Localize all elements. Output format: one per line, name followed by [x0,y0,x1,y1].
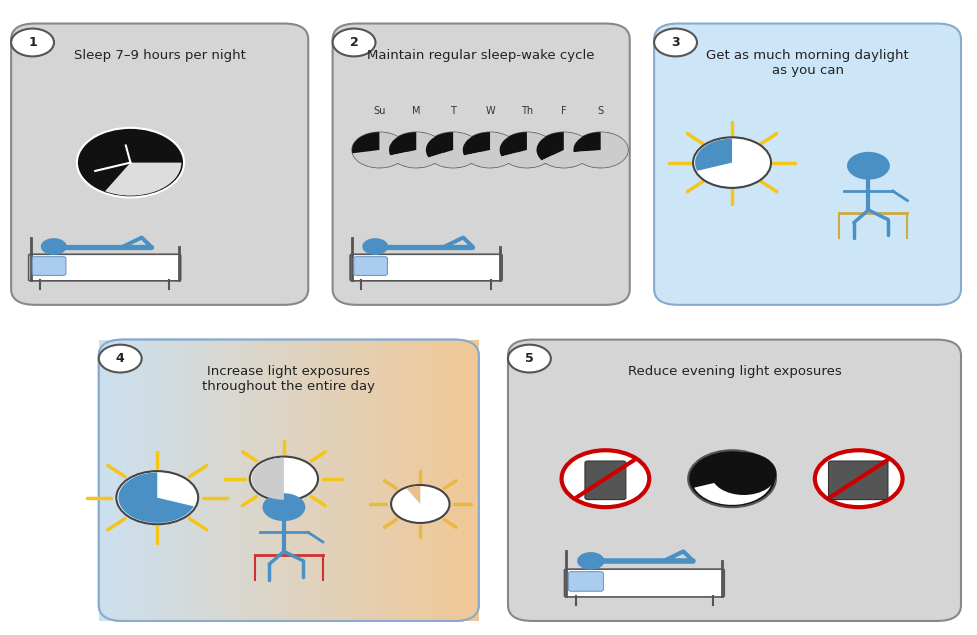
Circle shape [463,132,517,168]
Wedge shape [694,479,773,505]
FancyBboxPatch shape [350,254,502,281]
Text: F: F [561,107,567,116]
Circle shape [499,132,554,168]
Text: 1: 1 [28,36,37,49]
FancyBboxPatch shape [332,23,630,305]
Wedge shape [426,132,453,157]
Wedge shape [463,132,490,156]
Text: W: W [486,107,494,116]
Text: Su: Su [373,107,386,116]
FancyBboxPatch shape [655,23,961,305]
Circle shape [711,452,777,495]
Circle shape [389,132,444,168]
FancyBboxPatch shape [354,257,388,276]
Wedge shape [695,138,732,171]
Text: Increase light exposures
throughout the entire day: Increase light exposures throughout the … [202,365,375,393]
Circle shape [815,450,903,507]
Circle shape [263,493,306,521]
Circle shape [693,137,771,188]
FancyBboxPatch shape [585,461,626,500]
Circle shape [391,485,449,523]
Circle shape [508,345,551,373]
Text: Th: Th [521,107,533,116]
Wedge shape [389,132,416,156]
Text: 5: 5 [525,352,533,365]
Wedge shape [536,132,564,161]
Circle shape [99,345,142,373]
Circle shape [332,29,375,57]
FancyBboxPatch shape [28,254,181,281]
Text: 4: 4 [116,352,125,365]
Text: 2: 2 [350,36,359,49]
Text: Maintain regular sleep-wake cycle: Maintain regular sleep-wake cycle [367,49,595,62]
Circle shape [655,29,697,57]
Circle shape [116,471,198,525]
Circle shape [688,450,776,507]
Wedge shape [352,132,379,153]
Wedge shape [541,132,591,168]
Circle shape [77,128,184,197]
Text: S: S [598,107,604,116]
Circle shape [426,132,481,168]
FancyBboxPatch shape [565,569,724,597]
Wedge shape [573,132,628,168]
Circle shape [352,132,406,168]
Circle shape [536,132,591,168]
Wedge shape [464,132,517,168]
Circle shape [362,238,388,255]
Wedge shape [573,132,601,152]
FancyBboxPatch shape [569,572,604,591]
Wedge shape [353,132,406,168]
Text: Get as much morning daylight
as you can: Get as much morning daylight as you can [706,49,909,77]
Text: Sleep 7–9 hours per night: Sleep 7–9 hours per night [73,49,245,62]
FancyBboxPatch shape [828,461,888,500]
Wedge shape [501,132,554,168]
FancyBboxPatch shape [32,257,65,276]
Circle shape [573,132,628,168]
Circle shape [562,450,650,507]
Wedge shape [251,458,284,500]
Circle shape [41,238,66,255]
FancyBboxPatch shape [11,23,309,305]
Wedge shape [429,132,481,168]
Circle shape [250,457,318,501]
Wedge shape [391,132,444,168]
Circle shape [847,152,890,180]
Text: T: T [450,107,456,116]
FancyBboxPatch shape [99,340,479,621]
Text: Reduce evening light exposures: Reduce evening light exposures [627,365,841,378]
Wedge shape [406,486,420,504]
FancyBboxPatch shape [508,340,961,621]
Circle shape [11,29,54,57]
Wedge shape [105,163,182,196]
Wedge shape [118,472,193,523]
Text: M: M [412,107,420,116]
Text: 3: 3 [671,36,680,49]
Circle shape [577,552,605,570]
Wedge shape [499,132,527,156]
